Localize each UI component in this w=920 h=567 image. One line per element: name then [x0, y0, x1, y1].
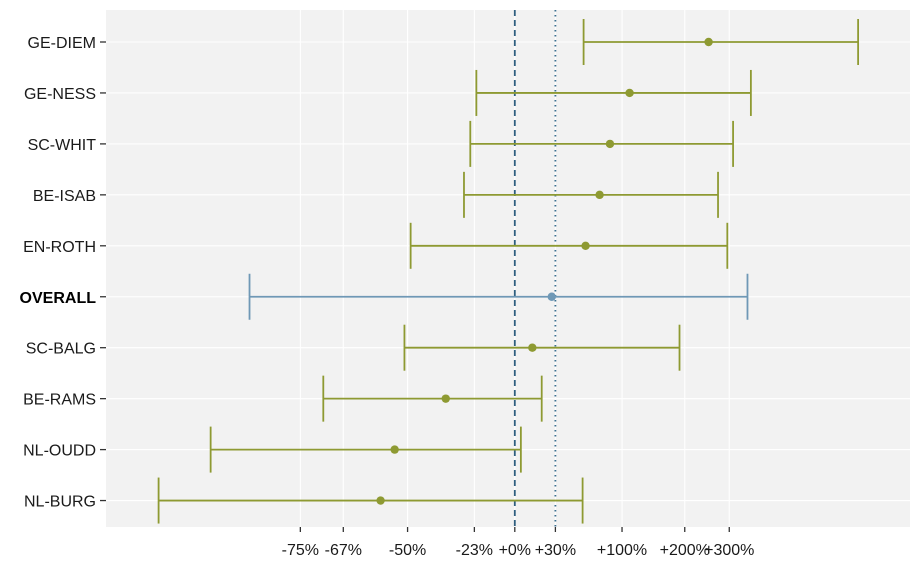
x-tick-label: -23%	[456, 542, 493, 559]
rows-layer	[157, 19, 860, 524]
point-estimate-nl-oudd	[390, 445, 399, 454]
y-tick-label-be-rams: BE-RAMS	[23, 392, 96, 409]
x-tick-label: +30%	[535, 542, 576, 559]
y-tick-label-be-isab: BE-ISAB	[33, 188, 96, 205]
point-estimate-sc-balg	[528, 343, 537, 352]
point-estimate-sc-whit	[605, 139, 615, 149]
point-estimate-be-isab	[595, 190, 604, 200]
y-tick-label-ge-ness: GE-NESS	[24, 86, 96, 103]
x-tick-label: -50%	[389, 542, 426, 559]
point-estimate-nl-burg	[376, 496, 385, 505]
x-tick-label: +300%	[704, 542, 754, 559]
x-tick-label: +200%	[660, 542, 710, 559]
plot-panel	[106, 10, 910, 527]
x-tick-label: -75%	[282, 542, 319, 559]
point-estimate-en-roth	[581, 241, 590, 250]
point-estimate-be-rams	[441, 394, 450, 403]
y-tick-label-sc-balg: SC-BALG	[26, 341, 96, 358]
point-estimate-ge-diem	[704, 37, 713, 47]
x-tick-label: +100%	[597, 542, 647, 559]
x-tick-label: +0%	[499, 542, 531, 559]
axis-layer: GE-DIEM GE-NESS SC-WHIT BE-ISAB EN-ROTH OVERA…	[20, 35, 755, 559]
point-estimate-overall	[547, 292, 556, 301]
x-tick-label: -67%	[325, 542, 362, 559]
y-tick-label-overall: OVERALL	[20, 290, 97, 307]
y-tick-label-en-roth: EN-ROTH	[23, 239, 96, 256]
y-tick-label-sc-whit: SC-WHIT	[28, 137, 97, 154]
reference-lines	[513, 10, 557, 527]
y-tick-label-nl-oudd: NL-OUDD	[23, 443, 96, 460]
y-tick-label-ge-diem: GE-DIEM	[28, 35, 96, 52]
y-tick-label-nl-burg: NL-BURG	[24, 494, 96, 511]
point-estimate-ge-ness	[625, 88, 634, 98]
